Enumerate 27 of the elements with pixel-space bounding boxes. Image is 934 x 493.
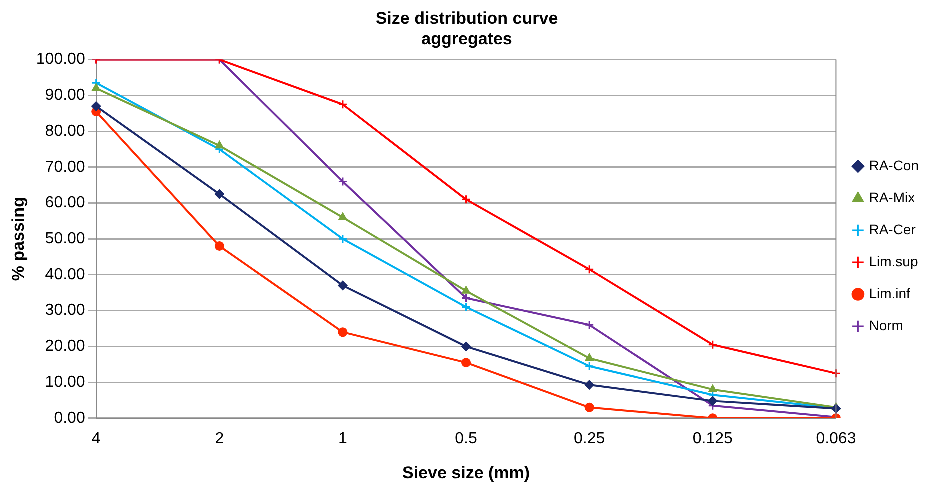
y-tick-label: 50.00 [45, 230, 86, 248]
legend-label: RA-Mix [869, 189, 916, 206]
y-tick-label: 70.00 [45, 158, 86, 176]
y-tick-label: 30.00 [45, 302, 86, 320]
x-tick-label: 0.25 [574, 430, 606, 448]
x-axis-title: Sieve size (mm) [402, 463, 530, 482]
chart-title: Size distribution curve aggregates [376, 8, 558, 48]
legend-label: Lim.sup [869, 253, 918, 270]
y-tick-label: 80.00 [45, 122, 86, 140]
y-tick-label: 60.00 [45, 194, 86, 212]
legend-label: RA-Cer [869, 221, 916, 238]
y-tick-label: 100.00 [36, 51, 86, 68]
y-axis-title: % passing [8, 197, 28, 282]
x-tick-label: 0.125 [692, 430, 734, 448]
legend-label: RA-Con [869, 157, 920, 174]
legend-label: Norm [869, 317, 904, 334]
x-tick-label: 2 [215, 430, 224, 448]
x-tick-label: 4 [92, 430, 101, 448]
y-tick-label: 40.00 [45, 266, 86, 284]
x-tick-label: 1 [338, 430, 348, 448]
y-tick-label: 10.00 [45, 374, 86, 391]
y-tick-label: 90.00 [45, 87, 86, 104]
y-tick-label: 0.00 [54, 410, 86, 427]
x-tick-label: 0.5 [455, 430, 478, 448]
y-tick-label: 20.00 [45, 338, 86, 356]
x-tick-label: 0.063 [816, 430, 856, 448]
legend-label: Lim.inf [869, 285, 911, 302]
